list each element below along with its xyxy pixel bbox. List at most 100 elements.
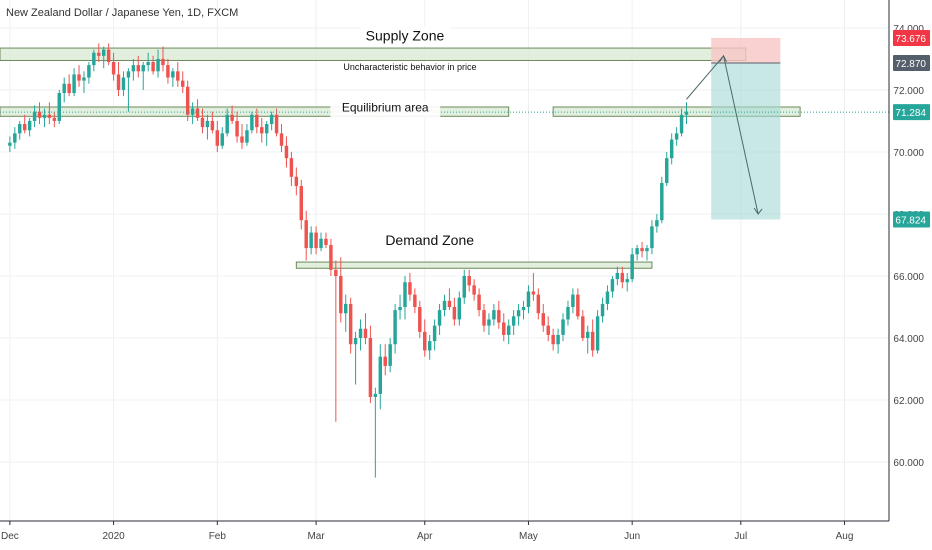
price-tick-label: 66.000: [893, 272, 924, 283]
candle-body: [185, 86, 190, 115]
candle-body: [413, 294, 417, 308]
price-tick-label: 72.000: [893, 86, 924, 97]
candle-body: [27, 120, 32, 131]
candle-body: [72, 74, 76, 94]
time-tick-label: Jun: [624, 531, 640, 542]
price-tick-label: 62.000: [893, 396, 924, 407]
candle-body: [339, 276, 343, 314]
zone-rect: [295, 261, 653, 269]
zone-layer: [0, 47, 801, 269]
candle-body: [230, 114, 234, 121]
zone-rect: [552, 106, 801, 117]
candle-body: [37, 111, 42, 118]
candle-body: [502, 322, 506, 335]
candle-body: [635, 248, 639, 255]
candle-body: [274, 114, 279, 134]
candle-body: [82, 77, 86, 81]
stop-loss-area: [711, 37, 781, 63]
candle-body: [506, 325, 511, 335]
candle-body: [205, 120, 210, 128]
candle-body: [106, 49, 111, 63]
candle-body: [264, 124, 269, 134]
candle-body: [250, 114, 254, 131]
candle-body: [551, 334, 555, 345]
projection-arrowhead: [753, 207, 763, 215]
price-tick-label: 60.000: [893, 458, 924, 469]
candle-body: [492, 310, 496, 320]
candle-body: [146, 62, 150, 66]
candle-body: [536, 294, 541, 314]
price-tick-label: 70.000: [893, 148, 924, 159]
annotation-label: Demand Zone: [385, 232, 474, 248]
candle-body: [368, 338, 373, 397]
price-marker-label: 71.284: [895, 108, 926, 119]
candle-body: [546, 325, 550, 335]
candle-body: [13, 133, 17, 143]
candle-body: [334, 269, 338, 277]
candle-body: [630, 254, 634, 280]
candle-body: [52, 117, 57, 121]
candle-body: [176, 71, 180, 81]
price-marker: [893, 54, 930, 71]
candle-body: [314, 232, 318, 249]
price-marker-label: 73.676: [895, 34, 926, 45]
candle-body: [92, 52, 96, 66]
position-tool[interactable]: [686, 37, 781, 220]
candle-body: [645, 248, 649, 252]
candle-body: [363, 328, 368, 339]
candle-body: [442, 300, 447, 311]
candle-body: [437, 310, 442, 326]
time-tick-label: Apr: [417, 531, 433, 542]
time-axis-bg: [0, 521, 932, 550]
candle-body: [42, 114, 47, 118]
candle-body: [284, 145, 289, 159]
candle-body: [47, 114, 52, 118]
candle-body: [67, 83, 71, 94]
price-tick-label: 64.000: [893, 334, 924, 345]
candle-body: [111, 62, 116, 75]
candle-body: [595, 316, 600, 351]
candle-body: [477, 294, 481, 311]
candle-body: [423, 331, 427, 351]
candle-body: [77, 74, 81, 81]
projection-arrowhead-up: [719, 54, 727, 63]
candle-body: [353, 338, 358, 345]
candle-body: [625, 279, 629, 283]
annotation-label: Uncharacteristic behavior in price: [343, 62, 476, 72]
candle-body: [181, 80, 185, 87]
candle-body: [126, 71, 131, 78]
candle-body: [166, 65, 170, 78]
take-profit-area: [711, 62, 781, 220]
candle-body: [8, 142, 12, 146]
candle-body: [531, 291, 536, 295]
candle-body: [215, 130, 220, 146]
candle-body: [269, 114, 274, 125]
candle-body: [497, 310, 501, 323]
candle-body: [225, 114, 229, 134]
candle-body: [590, 331, 595, 351]
price-marker-label: 67.824: [895, 215, 926, 226]
candle-body: [418, 307, 422, 332]
price-axis-bg: [889, 0, 932, 550]
candle-body: [427, 341, 432, 351]
candle-body: [526, 291, 531, 308]
candle-body: [561, 319, 565, 335]
candle-body: [408, 282, 412, 295]
time-tick-label: Jul: [734, 531, 747, 542]
price-tick-label: 74.000: [893, 24, 924, 35]
chart-title: New Zealand Dollar / Japanese Yen, 1D, F…: [6, 7, 238, 19]
candle-body: [432, 325, 437, 342]
time-tick-label: Mar: [307, 531, 325, 542]
candle-body: [610, 279, 615, 292]
candle-body: [660, 182, 664, 221]
candle-body: [521, 307, 526, 311]
candle-body: [235, 120, 239, 137]
candle-body: [210, 120, 215, 131]
candle-body: [472, 285, 476, 295]
annotation-layer: Supply Zone Uncharacteristic behavior in …: [0, 26, 889, 248]
candle-body: [171, 71, 175, 78]
candle-body: [294, 176, 299, 187]
time-tick-label: May: [519, 531, 538, 542]
candle-body: [289, 158, 294, 177]
